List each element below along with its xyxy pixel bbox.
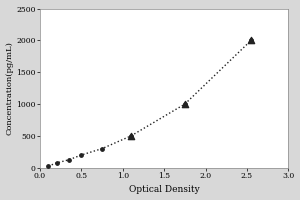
Point bbox=[129, 134, 134, 137]
Point bbox=[79, 153, 84, 157]
Point bbox=[182, 102, 187, 106]
Point bbox=[249, 39, 254, 42]
Point bbox=[54, 161, 59, 165]
X-axis label: Optical Density: Optical Density bbox=[129, 185, 200, 194]
Point bbox=[46, 165, 51, 168]
Point bbox=[100, 147, 104, 150]
Point bbox=[249, 39, 254, 42]
Point bbox=[129, 134, 134, 137]
Point bbox=[67, 158, 71, 161]
Y-axis label: Concentration(pg/mL): Concentration(pg/mL) bbox=[6, 41, 14, 135]
Point bbox=[182, 102, 187, 106]
